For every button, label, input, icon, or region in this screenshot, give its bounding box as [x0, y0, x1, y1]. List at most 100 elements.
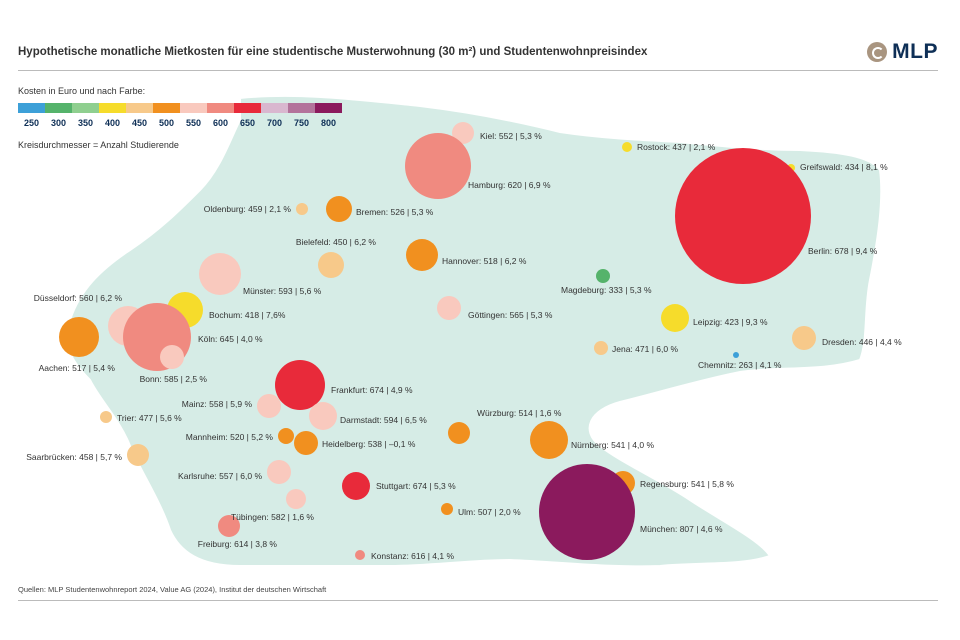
city-label-greifswald: Greifswald: 434 | 8,1 % [800, 162, 888, 172]
city-bubble-tübingen [286, 489, 306, 509]
city-label-stuttgart: Stuttgart: 674 | 5,3 % [376, 481, 456, 491]
city-bubble-würzburg [448, 422, 470, 444]
city-bubble-leipzig [661, 304, 689, 332]
city-bubble-dresden [792, 326, 816, 350]
city-bubble-heidelberg [294, 431, 318, 455]
scale-swatch-650 [234, 103, 261, 113]
city-bubble-kiel [452, 122, 474, 144]
city-label-rostock: Rostock: 437 | 2,1 % [637, 142, 716, 152]
city-label-jena: Jena: 471 | 6,0 % [612, 344, 678, 354]
color-scale-ticks: 250 300 350 400 450 500 550 600 650 700 750 800 [18, 118, 342, 128]
city-label-saarbrücken: Saarbrücken: 458 | 5,7 % [26, 452, 122, 462]
city-label-düsseldorf: Düsseldorf: 560 | 6,2 % [34, 293, 123, 303]
city-label-konstanz: Konstanz: 616 | 4,1 % [371, 551, 454, 561]
city-bubble-rostock [622, 142, 632, 152]
city-bubble-trier [100, 411, 112, 423]
scale-tick-550: 550 [185, 118, 202, 128]
scale-tick-300: 300 [50, 118, 67, 128]
city-label-hamburg: Hamburg: 620 | 6,9 % [468, 180, 551, 190]
scale-tick-700: 700 [266, 118, 283, 128]
scale-swatch-750 [288, 103, 315, 113]
mlp-logo-icon [867, 42, 888, 62]
scale-tick-750: 750 [293, 118, 310, 128]
city-label-bochum: Bochum: 418 | 7,6% [209, 310, 286, 320]
city-label-tübingen: Tübingen: 582 | 1,6 % [231, 512, 314, 522]
city-bubble-darmstadt [309, 402, 337, 430]
city-bubble-mainz [257, 394, 281, 418]
city-bubble-münster [199, 253, 241, 295]
city-label-regensburg: Regensburg: 541 | 5,8 % [640, 479, 734, 489]
city-bubble-berlin [675, 148, 811, 284]
scale-tick-500: 500 [158, 118, 175, 128]
city-bubble-magdeburg [596, 269, 610, 283]
footer-divider [18, 600, 938, 601]
city-bubble-saarbrücken [127, 444, 149, 466]
city-bubble-mannheim [278, 428, 294, 444]
city-bubble-nürnberg [530, 421, 568, 459]
city-label-ulm: Ulm: 507 | 2,0 % [458, 507, 521, 517]
city-label-göttingen: Göttingen: 565 | 5,3 % [468, 310, 553, 320]
city-label-aachen: Aachen: 517 | 5,4 % [39, 363, 116, 373]
city-bubble-chemnitz [733, 352, 739, 358]
city-bubble-hannover [406, 239, 438, 271]
color-scale [18, 103, 342, 113]
city-bubble-münchen [539, 464, 635, 560]
city-bubble-hamburg [405, 133, 471, 199]
city-bubble-aachen [59, 317, 99, 357]
city-label-darmstadt: Darmstadt: 594 | 6,5 % [340, 415, 427, 425]
source-note: Quellen: MLP Studentenwohnreport 2024, V… [18, 585, 327, 594]
page-title: Hypothetische monatliche Mietkosten für … [18, 46, 648, 58]
city-bubble-bremen [326, 196, 352, 222]
scale-tick-450: 450 [131, 118, 148, 128]
scale-swatch-800 [315, 103, 342, 113]
city-bubble-oldenburg [296, 203, 308, 215]
city-bubble-konstanz [355, 550, 365, 560]
city-label-leipzig: Leipzig: 423 | 9,3 % [693, 317, 768, 327]
header-divider [18, 70, 938, 71]
mlp-logo-text: MLP [892, 40, 938, 63]
city-label-mainz: Mainz: 558 | 5,9 % [182, 399, 253, 409]
city-bubble-freiburg [218, 515, 240, 537]
scale-swatch-500 [153, 103, 180, 113]
scale-tick-650: 650 [239, 118, 256, 128]
scale-swatch-350 [72, 103, 99, 113]
city-label-berlin: Berlin: 678 | 9,4 % [808, 246, 878, 256]
scale-swatch-450 [126, 103, 153, 113]
scale-swatch-400 [99, 103, 126, 113]
city-label-münchen: München: 807 | 4,6 % [640, 524, 723, 534]
city-label-heidelberg: Heidelberg: 538 | –0,1 % [322, 439, 416, 449]
city-label-bremen: Bremen: 526 | 5,3 % [356, 207, 434, 217]
city-label-bonn: Bonn: 585 | 2,5 % [140, 374, 208, 384]
scale-swatch-600 [207, 103, 234, 113]
city-label-oldenburg: Oldenburg: 459 | 2,1 % [204, 204, 292, 214]
city-bubble-göttingen [437, 296, 461, 320]
city-bubble-jena [594, 341, 608, 355]
city-bubble-stuttgart [342, 472, 370, 500]
city-bubble-frankfurt [275, 360, 325, 410]
scale-swatch-300 [45, 103, 72, 113]
city-label-bielefeld: Bielefeld: 450 | 6,2 % [296, 237, 377, 247]
city-bubble-ulm [441, 503, 453, 515]
city-label-trier: Trier: 477 | 5,6 % [117, 413, 182, 423]
scale-swatch-550 [180, 103, 207, 113]
city-label-nürnberg: Nürnberg: 541 | 4,0 % [571, 440, 654, 450]
city-label-würzburg: Würzburg: 514 | 1,6 % [477, 408, 562, 418]
bubbles: Kiel: 552 | 5,3 % Hamburg: 620 | 6,9 % Ros… [26, 122, 902, 561]
city-bubble-karlsruhe [267, 460, 291, 484]
city-label-mannheim: Mannheim: 520 | 5,2 % [186, 432, 274, 442]
city-label-magdeburg: Magdeburg: 333 | 5,3 % [561, 285, 652, 295]
city-label-köln: Köln: 645 | 4,0 % [198, 334, 263, 344]
city-label-hannover: Hannover: 518 | 6,2 % [442, 256, 527, 266]
scale-tick-400: 400 [104, 118, 121, 128]
city-label-kiel: Kiel: 552 | 5,3 % [480, 131, 542, 141]
city-label-frankfurt: Frankfurt: 674 | 4,9 % [331, 385, 413, 395]
scale-tick-250: 250 [23, 118, 40, 128]
size-note: Kreisdurchmesser = Anzahl Studierende [18, 140, 179, 150]
scale-swatch-700 [261, 103, 288, 113]
mlp-logo: MLP [867, 40, 938, 64]
scale-swatch-250 [18, 103, 45, 113]
city-label-karlsruhe: Karlsruhe: 557 | 6,0 % [178, 471, 262, 481]
scale-tick-350: 350 [77, 118, 94, 128]
city-label-dresden: Dresden: 446 | 4,4 % [822, 337, 902, 347]
